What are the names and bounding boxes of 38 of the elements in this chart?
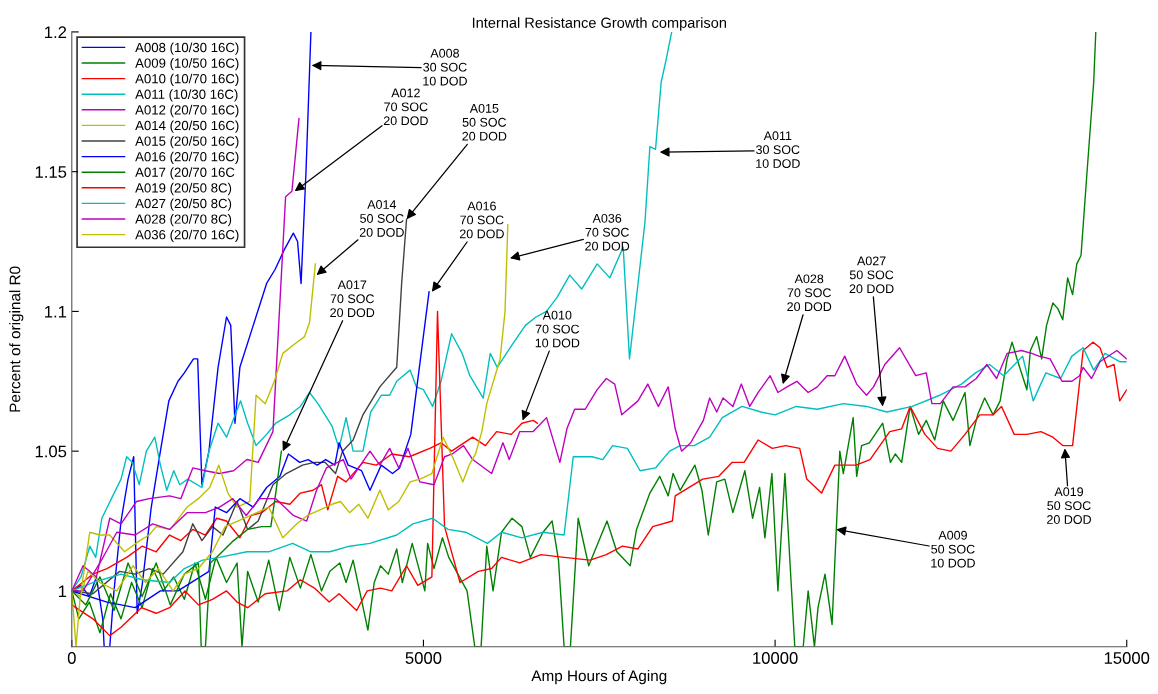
y-tick-label: 1.1	[45, 305, 67, 318]
legend-label: A017 (20/70 16C	[135, 167, 235, 180]
annotation: A027 50 SOC 20 DOD	[849, 256, 894, 294]
legend-label: A027 (20/50 8C)	[135, 198, 232, 211]
legend-label: A028 (20/70 8C)	[135, 214, 232, 227]
annotation: A010 70 SOC 10 DOD	[535, 310, 580, 348]
legend-label: A008 (10/30 16C)	[135, 42, 239, 55]
annotation: A019 50 SOC 20 DOD	[1047, 487, 1091, 524]
x-tick-label: 5000	[405, 652, 442, 664]
annotation: A014 50 SOC 20 DOD	[359, 200, 404, 237]
x-axis-title: Amp Hours of Aging	[531, 669, 667, 685]
y-axis-title: Percent of original R0	[9, 266, 24, 412]
y-tick-label: 1.15	[35, 166, 67, 178]
legend-label: A009 (10/50 16C)	[135, 58, 239, 71]
legend-label: A014 (20/50 16C)	[135, 120, 239, 133]
chart-title: Internal Resistance Growth comparison	[472, 17, 726, 31]
annotation: A028 70 SOC 20 DOD	[787, 274, 832, 312]
x-tick-label: 10000	[753, 652, 798, 664]
annotation: A036 70 SOC 20 DOD	[585, 213, 630, 251]
y-tick-label: 1.05	[35, 445, 67, 458]
annotation: A012 70 SOC 20 DOD	[383, 88, 428, 126]
legend-label: A019 (20/50 8C)	[135, 182, 232, 196]
annotation: A008 30 SOC 10 DOD	[423, 48, 467, 86]
legend-label: A011 (10/30 16C)	[135, 89, 238, 102]
y-tick-label: 1	[58, 585, 67, 597]
legend-label: A016 (20/70 16C)	[135, 151, 239, 164]
legend-label: A012 (20/70 16C)	[135, 104, 239, 118]
y-tick-label: 1.2	[45, 26, 67, 38]
annotation: A011 30 SOC 10 DOD	[756, 131, 800, 168]
annotation: A015 50 SOC 20 DOD	[462, 103, 507, 141]
x-tick-label: 0	[67, 652, 76, 664]
legend-label: A010 (10/70 16C)	[135, 73, 239, 86]
legend-label: A036 (20/70 16C)	[135, 229, 239, 242]
annotation: A017 70 SOC 20 DOD	[330, 280, 375, 318]
x-tick-label: 15000	[1104, 652, 1150, 664]
annotation: A009 50 SOC 10 DOD	[931, 530, 975, 568]
legend-label: A015 (20/50 16C)	[135, 136, 239, 149]
annotation: A016 70 SOC 20 DOD	[459, 201, 504, 239]
